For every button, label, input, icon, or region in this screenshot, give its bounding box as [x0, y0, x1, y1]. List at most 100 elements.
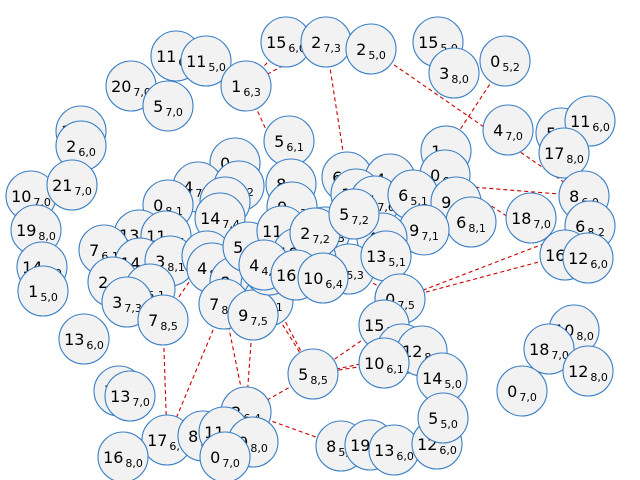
node-circle	[496, 365, 548, 417]
graph-node: 3 8,0	[428, 47, 480, 99]
node-label-sub: 8,1	[468, 222, 486, 235]
node-label-main: 19	[350, 436, 370, 455]
node-circle	[220, 60, 272, 112]
node-label: 0 7,0	[210, 448, 240, 470]
node-label-main: 5	[233, 238, 243, 257]
node-label-main: 3	[439, 64, 449, 83]
node-label: 14 5,0	[422, 369, 462, 391]
node-label-main: 1	[28, 282, 38, 301]
node-label-main: 6	[575, 217, 585, 236]
node-label-main: 20	[111, 77, 131, 96]
node-label: 2 7,2	[300, 224, 330, 246]
graph-node: 10 6,1	[358, 337, 410, 389]
node-label-sub: 8,0	[451, 73, 469, 86]
node-label-sub: 8,1	[167, 261, 185, 274]
node-label-sub: 5,0	[368, 49, 386, 62]
node-label-main: 5	[153, 97, 163, 116]
graph-node: 2 6,0	[55, 120, 107, 172]
node-label-main: 21	[52, 176, 72, 195]
node-label-main: 18	[529, 340, 549, 359]
graph-edge	[399, 254, 566, 300]
node-label-sub: 8,0	[590, 371, 608, 384]
node-circle	[479, 35, 531, 87]
graph-node: 4 7,0	[482, 104, 534, 156]
node-circle	[297, 252, 349, 304]
node-label-main: 16	[103, 448, 123, 467]
node-label-main: 6	[398, 186, 408, 205]
node-label-main: 7	[209, 295, 219, 314]
node-label-main: 8	[188, 427, 198, 446]
node-label: 12 6,0	[568, 249, 608, 271]
node-label-main: 12	[568, 249, 588, 268]
node-label-main: 5	[339, 205, 349, 224]
node-label-sub: 8,0	[566, 153, 584, 166]
node-label-sub: 8,0	[38, 230, 56, 243]
node-circle	[104, 370, 156, 422]
node-label-sub: 8,5	[160, 320, 178, 333]
node-circle	[505, 192, 557, 244]
node-circle	[345, 23, 397, 75]
node-circle	[523, 323, 575, 375]
node-label-main: 10	[364, 354, 384, 373]
node-circle	[428, 47, 480, 99]
node-label-main: 4	[197, 259, 207, 278]
node-label: 5 7,0	[153, 97, 183, 119]
node-circle	[328, 188, 380, 240]
node-label-sub: 6,0	[396, 450, 414, 463]
node-label-sub: 7,0	[533, 218, 551, 231]
node-circle	[287, 348, 339, 400]
graph-node: 12 6,0	[562, 232, 614, 284]
node-label-sub: 5,0	[440, 418, 458, 431]
node-label-main: 13	[374, 441, 394, 460]
node-label-sub: 5,2	[502, 61, 520, 74]
node-circle	[97, 431, 149, 480]
node-label: 5 7,2	[339, 205, 369, 227]
node-label-main: 10	[303, 269, 323, 288]
node-circle	[58, 313, 110, 365]
node-label-main: 7	[89, 241, 99, 260]
node-label: 0 5,2	[490, 52, 520, 74]
node-label-sub: 6,0	[439, 444, 457, 457]
graph-node: 5 8,5	[287, 348, 339, 400]
node-label-main: 13	[366, 247, 386, 266]
node-label: 17 8,0	[544, 144, 584, 166]
graph-node: 12 8,0	[562, 345, 614, 397]
node-label-main: 17	[147, 431, 167, 450]
node-circle	[562, 232, 614, 284]
node-label-main: 11	[262, 222, 282, 241]
node-label-main: 2	[66, 137, 76, 156]
node-label-main: 2	[356, 40, 366, 59]
node-label-main: 15	[364, 316, 384, 335]
graph-node: 18 7,0	[505, 192, 557, 244]
graph-node: 2 7,3	[300, 16, 352, 68]
graph-node: 10 6,4	[297, 252, 349, 304]
node-label-main: 16	[276, 266, 296, 285]
graph-node: 13 7,0	[104, 370, 156, 422]
node-label-main: 15	[266, 33, 286, 52]
node-label-main: 14	[422, 369, 442, 388]
node-label-main: 10	[11, 187, 31, 206]
node-label: 4 7,0	[493, 121, 523, 143]
node-label-main: 9	[441, 193, 451, 212]
graph-node: 6 8,1	[445, 196, 497, 248]
graph-node: 16 8,0	[97, 431, 149, 480]
node-label: 5 6,1	[274, 132, 304, 154]
graph-node: 0 7,0	[496, 365, 548, 417]
node-label-sub: 7,0	[505, 130, 523, 143]
node-label-main: 18	[511, 209, 531, 228]
node-label: 2 7,3	[311, 33, 341, 55]
node-label-main: 4	[249, 256, 259, 275]
node-label: 2 6,0	[66, 137, 96, 159]
node-label: 9 7,1	[409, 221, 439, 243]
node-label: 9 7,5	[238, 306, 268, 328]
node-label-main: 9	[238, 306, 248, 325]
graph-node: 5 6,1	[263, 115, 315, 167]
node-label: 2 5,0	[356, 40, 386, 62]
node-label-main: 14	[200, 209, 220, 228]
node-label: 0 7,0	[507, 382, 537, 404]
node-circle	[482, 104, 534, 156]
node-label-main: 6	[456, 213, 466, 232]
node-label-main: 7	[148, 311, 158, 330]
